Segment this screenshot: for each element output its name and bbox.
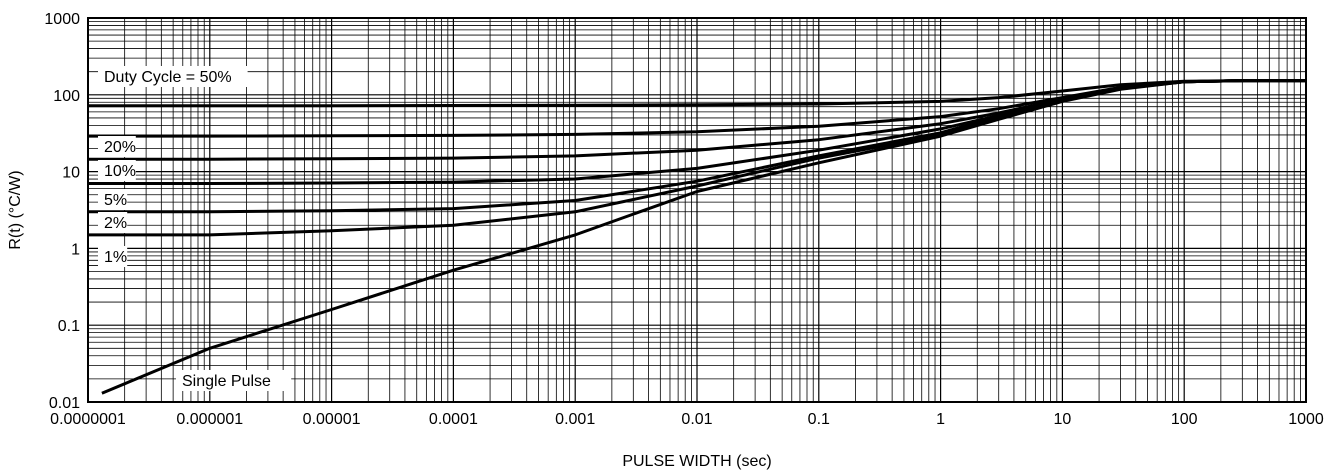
x-tick-label: 1000 [1288,411,1324,428]
curve-label: 2% [104,215,127,232]
y-tick-label: 10 [62,165,80,182]
curve-label: 20% [104,139,136,156]
x-tick-labels: 0.0000001 0.000001 0.00001 0.0001 0.001 0.01 0… [50,411,1324,428]
curve-label: Duty Cycle = 50% [104,69,232,86]
curve-label: 5% [104,192,127,209]
x-tick-label: 10 [1054,411,1072,428]
x-tick-label: 1 [936,411,945,428]
curve-label: Single Pulse [182,373,271,390]
y-axis-title: R(t) (°C/W) [7,170,24,249]
x-axis-title: PULSE WIDTH (sec) [622,453,771,470]
y-tick-labels: 0.01 0.1 1 10 100 1000 [44,11,80,412]
curve-label-bg [98,212,128,233]
curve-label-bg [98,136,136,157]
curve-label-bg [98,246,128,267]
curve-label-bg [176,370,292,391]
y-tick-label: 1 [71,241,80,258]
x-tick-label: 0.01 [681,411,712,428]
x-tick-label: 0.0000001 [50,411,126,428]
x-tick-label: 100 [1171,411,1198,428]
curve-label-bg [98,66,248,87]
curve-labels: Duty Cycle = 50% 20% 10% 5% 2% 1% Single Pulse [98,66,292,391]
plot-frame [87,17,1307,403]
y-tick-label: 0.01 [49,395,80,412]
curve-label-bg [98,160,136,181]
y-tick-label: 100 [53,88,80,105]
y-tick-label: 1000 [44,11,80,28]
curves [88,79,1306,395]
curve-label: 10% [104,163,136,180]
curve-label-bg [98,189,128,210]
x-tick-label: 0.1 [808,411,830,428]
curve-label: 1% [104,249,127,266]
x-tick-label: 0.000001 [176,411,243,428]
x-tick-label: 0.00001 [303,411,361,428]
y-tick-label: 0.1 [58,318,80,335]
x-tick-label: 0.001 [555,411,595,428]
x-tick-label: 0.0001 [429,411,478,428]
series-line-6 [101,79,1306,395]
